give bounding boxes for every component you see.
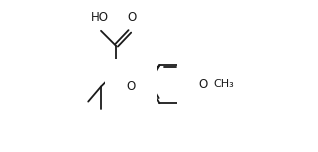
Text: CH₃: CH₃ (213, 79, 234, 89)
Text: O: O (127, 80, 136, 93)
Text: O: O (198, 78, 207, 91)
Text: HO: HO (91, 11, 109, 24)
Text: O: O (127, 11, 136, 24)
